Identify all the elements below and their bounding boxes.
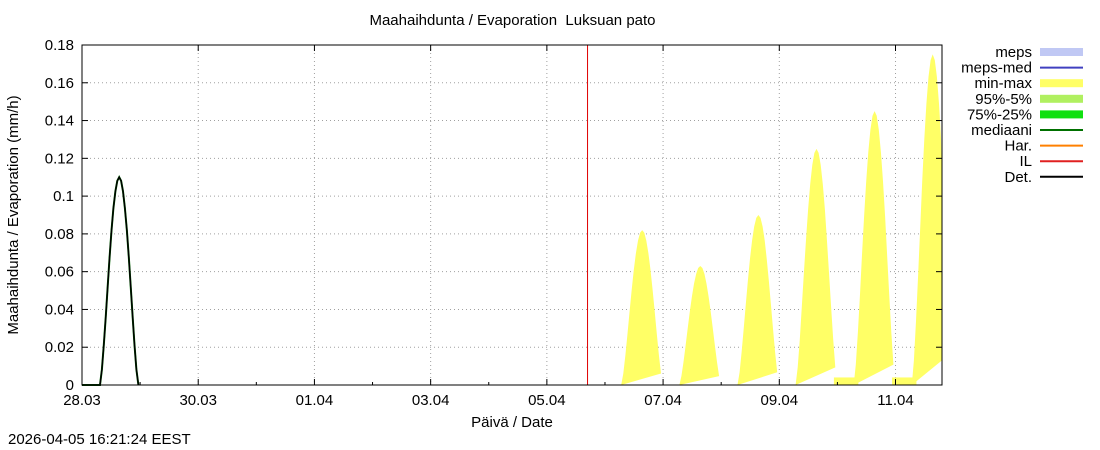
legend-label: 95%-5%	[975, 91, 1032, 108]
legend-label: meps-med	[961, 60, 1032, 77]
legend-label: min-max	[974, 75, 1032, 92]
x-tick-label: 30.03	[179, 392, 217, 409]
legend-swatch	[1040, 79, 1083, 88]
min-max-band-night	[833, 377, 859, 385]
timestamp: 2026-04-05 16:21:24 EEST	[8, 431, 191, 448]
min-max-band	[853, 111, 894, 385]
y-tick-label: 0.08	[45, 226, 74, 243]
legend-swatch	[1040, 110, 1083, 119]
x-axis-label: Päivä / Date	[471, 414, 553, 431]
y-tick-label: 0.14	[45, 113, 74, 130]
x-tick-label: 05.04	[528, 392, 566, 409]
legend-label: Har.	[1004, 138, 1032, 155]
legend-label: mediaani	[971, 122, 1032, 139]
x-tick-label: 28.03	[63, 392, 101, 409]
plot-frame	[81, 44, 943, 386]
legend: mepsmeps-medmin-max95%-5%75%-25%mediaani…	[961, 44, 1083, 186]
x-tick-label: 01.04	[296, 392, 334, 409]
y-axis-label: Maahaihdunta / Evaporation (mm/h)	[5, 95, 22, 334]
x-tick-label: 09.04	[761, 392, 799, 409]
y-tick-label: 0.02	[45, 339, 74, 356]
forecast-bands	[621, 54, 942, 386]
x-tick-label: 03.04	[412, 392, 450, 409]
y-tick-label: 0.1	[53, 188, 74, 205]
min-max-band	[795, 148, 836, 385]
y-tick-label: 0.04	[45, 301, 74, 318]
det-history-line	[82, 175, 140, 386]
series-lines	[82, 45, 589, 386]
y-tick-label: 0.12	[45, 150, 74, 167]
axis-ticks: 0 0.02 0.04 0.06 0.08 0.1 0.12 0.14 0.16 0.18 28.0…	[45, 37, 942, 409]
y-tick-label: 0	[66, 377, 74, 394]
min-max-band	[679, 266, 720, 385]
min-max-band	[621, 230, 661, 385]
legend-label: 75%-25%	[967, 106, 1032, 123]
legend-label: IL	[1019, 153, 1032, 170]
min-max-band-night	[892, 377, 917, 385]
x-tick-label: 07.04	[644, 392, 682, 409]
min-max-band	[737, 215, 778, 385]
chart-title: Maahaihdunta / Evaporation Luksuan pato	[369, 12, 656, 29]
min-max-band	[911, 54, 942, 386]
legend-swatch	[1040, 48, 1083, 56]
y-tick-label: 0.06	[45, 264, 74, 281]
legend-label: meps	[995, 44, 1032, 61]
grid	[82, 45, 942, 385]
x-tick-label: 11.04	[877, 392, 913, 409]
y-tick-label: 0.18	[45, 37, 74, 54]
y-tick-label: 0.16	[45, 75, 74, 92]
legend-swatch	[1040, 94, 1083, 103]
legend-label: Det.	[1004, 169, 1032, 186]
